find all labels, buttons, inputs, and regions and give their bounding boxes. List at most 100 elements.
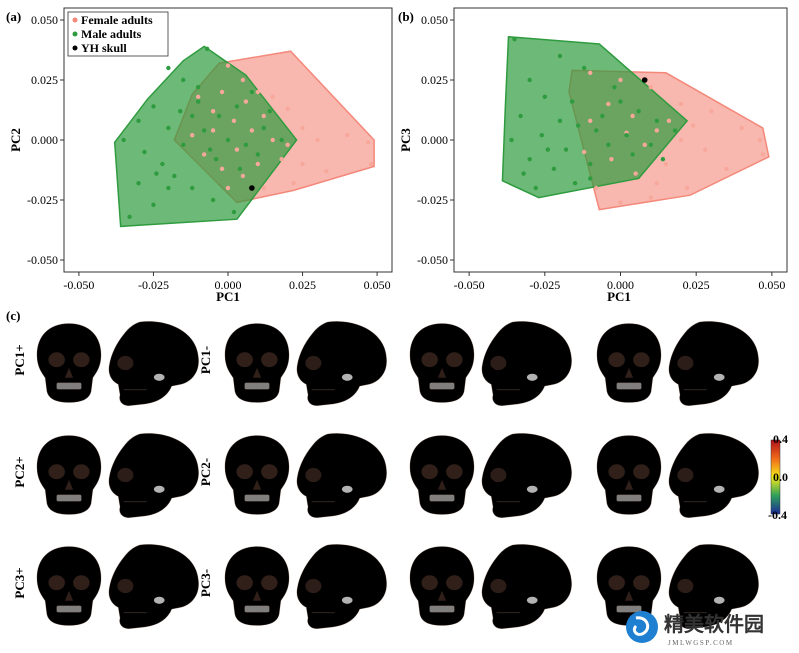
point-male xyxy=(557,118,563,124)
point-male xyxy=(539,133,544,138)
point-male xyxy=(234,104,240,109)
y-tick-label: -0.025 xyxy=(27,193,58,207)
point-female xyxy=(709,109,714,114)
chart-pc1-pc2: -0.050 -0.050 -0.025 -0.025 0.000 0.000 0.025 0… xyxy=(8,7,393,304)
point-male xyxy=(216,113,222,119)
watermark-logo-swirl xyxy=(632,616,650,636)
point-male xyxy=(181,77,186,83)
x-tick-label: -0.025 xyxy=(138,278,169,292)
point-male xyxy=(588,161,593,167)
watermark: 精美软件园 JMLWGSP.COM xyxy=(626,611,764,647)
point-female xyxy=(690,123,696,128)
point-male xyxy=(207,147,213,152)
y-tick-label: 0.025 xyxy=(421,73,448,87)
point-male xyxy=(204,46,210,51)
point-yh-skull xyxy=(249,185,255,191)
colorbar-mid: 0.0 xyxy=(773,470,788,484)
point-male xyxy=(581,65,587,71)
point-male xyxy=(588,176,593,181)
point-female xyxy=(285,106,290,112)
point-male xyxy=(557,53,563,59)
point-female xyxy=(219,89,225,95)
point-female xyxy=(219,166,225,171)
skull-heatmap-front xyxy=(596,546,662,626)
y-tick-label: 0.050 xyxy=(421,13,448,27)
point-male xyxy=(618,99,623,104)
point-male xyxy=(542,94,548,100)
ticks: -0.050 -0.050 -0.025 -0.025 0.000 0.000 0.025 0… xyxy=(417,13,785,292)
skull-alt-shape-side xyxy=(296,432,388,519)
colorbar-min: -0.4 xyxy=(768,508,787,522)
x-tick-label: 0.000 xyxy=(607,278,634,292)
point-female xyxy=(195,94,201,100)
x-tick-label: -0.025 xyxy=(529,278,560,292)
panel-label-a: (a) xyxy=(6,9,21,24)
point-male xyxy=(660,157,666,162)
x-axis-title: PC1 xyxy=(216,289,240,304)
x-axis-title: PC1 xyxy=(607,289,631,304)
point-female xyxy=(270,137,275,143)
colorbar-max: 0.4 xyxy=(773,432,788,446)
y-tick-label: 0.050 xyxy=(31,13,58,27)
point-male xyxy=(533,185,538,191)
points xyxy=(509,37,765,205)
point-male xyxy=(572,181,578,186)
point-male xyxy=(654,118,660,124)
point-male xyxy=(551,166,557,171)
point-female xyxy=(300,161,305,167)
skull-mean-shape-front xyxy=(36,435,102,515)
ticks: -0.050 -0.050 -0.025 -0.025 0.000 0.000 0.025 0… xyxy=(27,13,391,292)
point-male xyxy=(527,157,532,162)
point-male xyxy=(127,214,132,219)
point-male xyxy=(630,152,635,157)
point-male xyxy=(518,113,523,119)
point-female xyxy=(648,195,653,200)
x-tick-label: 0.025 xyxy=(683,278,710,292)
skull-mean-shape-front xyxy=(36,323,102,403)
point-male xyxy=(166,125,171,131)
point-male xyxy=(121,137,126,143)
point-male xyxy=(181,142,186,147)
point-male xyxy=(527,77,532,83)
point-female xyxy=(345,133,350,138)
point-male xyxy=(243,142,249,147)
point-male xyxy=(267,109,272,114)
legend-label-female: Female adults xyxy=(81,13,153,27)
y-tick-label: -0.050 xyxy=(27,253,58,267)
skull-alt-shape-front xyxy=(224,435,290,515)
point-male xyxy=(195,85,201,90)
point-female xyxy=(201,152,207,157)
point-female xyxy=(270,94,275,100)
point-female xyxy=(234,147,240,152)
point-female xyxy=(368,161,374,167)
point-male xyxy=(142,149,147,155)
panel-label-b: (b) xyxy=(398,9,414,24)
watermark-title: 精美软件园 xyxy=(664,612,764,636)
point-male xyxy=(279,137,284,143)
point-male xyxy=(606,142,611,147)
point-male xyxy=(612,85,617,90)
legend-label-yh: YH skull xyxy=(81,41,127,55)
point-male xyxy=(231,209,237,215)
point-female xyxy=(291,181,296,186)
point-female xyxy=(249,128,255,133)
point-male xyxy=(166,65,171,71)
y-axis-title: PC2 xyxy=(8,128,23,152)
row-label-pc3-plus: PC3+ xyxy=(12,567,27,598)
point-female xyxy=(594,185,599,191)
point-male xyxy=(213,157,219,162)
chart-pc1-pc3: -0.050 -0.050 -0.025 -0.025 0.000 0.000 0.025 0… xyxy=(398,7,788,304)
x-tick-label: 0.050 xyxy=(758,278,785,292)
point-male xyxy=(136,118,141,124)
point-male xyxy=(225,137,231,143)
point-male xyxy=(563,147,569,152)
x-tick-label: 0.000 xyxy=(215,278,242,292)
point-female xyxy=(225,63,231,68)
legend-label-male: Male adults xyxy=(81,27,142,41)
point-male xyxy=(648,142,653,147)
skull-alt-shape-front xyxy=(224,546,290,626)
skull-overlay-side xyxy=(481,432,573,519)
point-male xyxy=(172,173,177,179)
point-male xyxy=(636,109,641,114)
x-tick-label: 0.025 xyxy=(289,278,316,292)
